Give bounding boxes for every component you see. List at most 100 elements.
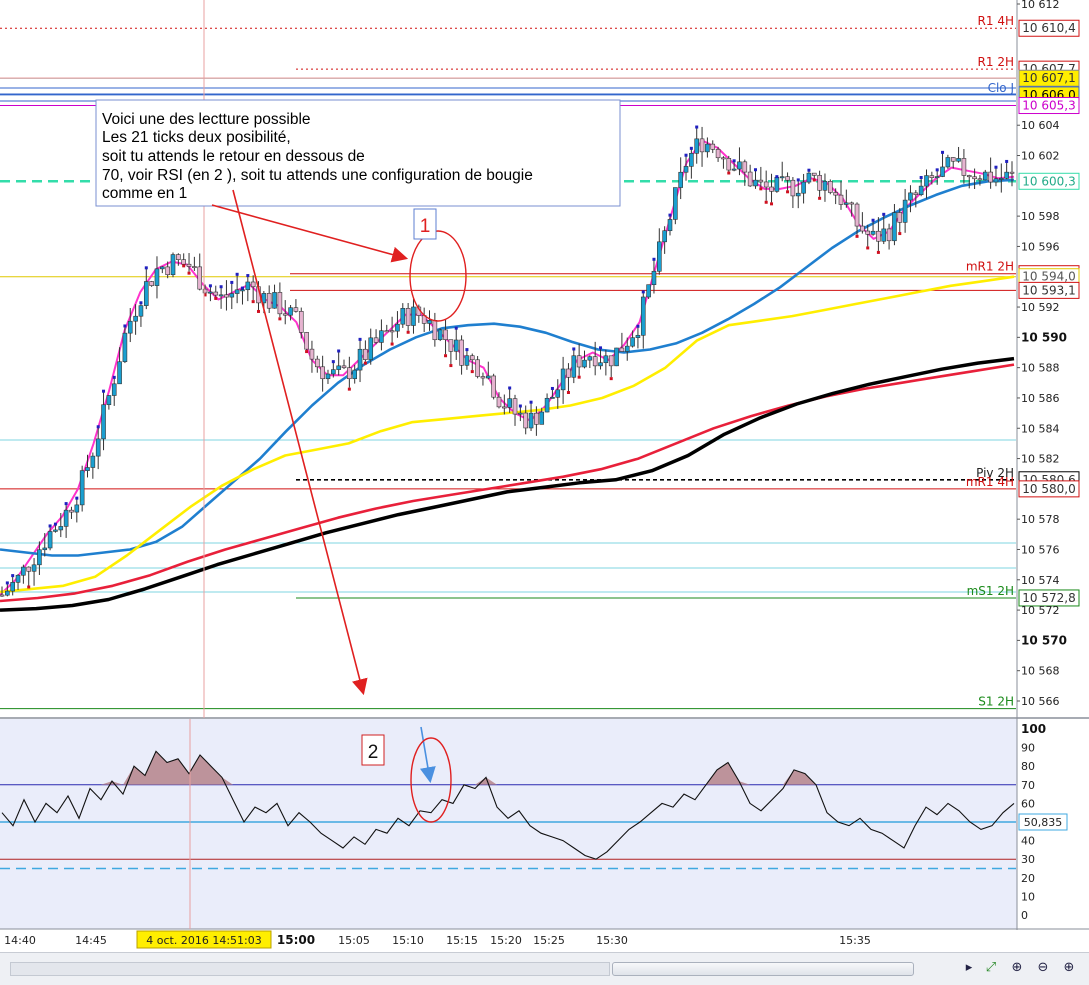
time-tick-label: 14:45	[75, 934, 107, 947]
candle-body	[336, 365, 341, 370]
candle-body	[111, 383, 117, 396]
tick-marker	[251, 300, 255, 304]
candle-body	[795, 192, 801, 197]
price-tick-label: 10 598	[1021, 210, 1060, 223]
candle-body	[1004, 171, 1009, 179]
bottom-toolbar: ▸ ⤢ ⊕ ⊖ ⊕	[0, 952, 1089, 985]
tick-marker	[75, 496, 79, 500]
price-tick-label: 10 588	[1021, 362, 1060, 375]
candle-body	[961, 158, 967, 176]
label-1: 1	[420, 216, 431, 237]
annotation-note[interactable]: Voici une des lectture possible Les 21 t…	[95, 99, 621, 207]
candle-body	[592, 356, 598, 367]
tick-marker	[695, 125, 699, 129]
candle-body	[384, 330, 390, 333]
price-badge	[1018, 19, 1080, 37]
candle-body	[560, 368, 566, 391]
candle-body	[491, 375, 496, 398]
candle-body	[582, 359, 587, 368]
rsi-tick-label: 100	[1021, 722, 1046, 736]
tick-marker	[871, 218, 875, 222]
price-tick-label: 10 576	[1021, 543, 1060, 556]
scroll-right-icon[interactable]: ▸	[965, 960, 973, 975]
candle-body	[459, 339, 464, 366]
scroll-track[interactable]	[10, 962, 610, 976]
candle-body	[314, 358, 320, 368]
candle-body	[870, 230, 876, 235]
auto-scroll-icon[interactable]: ⤢	[985, 960, 997, 975]
candle-body	[331, 369, 336, 375]
moving-average-line	[0, 178, 1015, 557]
candle-body	[721, 157, 726, 160]
price-tick-label: 10 604	[1021, 119, 1060, 132]
candle-body	[982, 171, 988, 181]
candle-body	[149, 281, 154, 286]
candle-body	[635, 334, 641, 338]
tick-marker	[139, 301, 143, 305]
tick-marker	[518, 404, 522, 408]
candle-body	[85, 467, 90, 471]
tick-marker	[566, 391, 570, 395]
price-tick-label: 10 574	[1021, 574, 1060, 587]
tick-marker	[786, 190, 790, 194]
tick-marker	[759, 187, 763, 191]
candle-body	[58, 526, 64, 531]
zoom-in-icon[interactable]: ⊕	[1063, 960, 1075, 975]
candle-body	[822, 181, 828, 191]
candle-body	[165, 266, 170, 276]
price-badge-label: 10 605,3	[1022, 99, 1075, 113]
time-tick-label: 15:35	[839, 934, 871, 947]
tick-marker	[876, 250, 880, 254]
zoom-out-icon[interactable]: ⊖	[1037, 960, 1049, 975]
tick-marker	[855, 234, 859, 238]
candle-body	[539, 411, 545, 425]
candle-body	[576, 355, 582, 368]
candle-body	[496, 396, 502, 408]
candle-body	[127, 320, 133, 334]
candle-body	[250, 281, 256, 288]
tick-marker	[609, 377, 613, 381]
candle-body	[678, 171, 683, 188]
tick-marker	[599, 346, 603, 350]
tick-marker	[684, 153, 688, 157]
tick-marker	[449, 364, 453, 368]
tick-marker	[246, 274, 250, 278]
candle-body	[266, 293, 272, 309]
tick-marker	[235, 272, 239, 276]
candle-body	[31, 564, 37, 572]
price-tick-label: 10 590	[1021, 330, 1067, 344]
tick-marker	[187, 271, 191, 275]
candle-body	[0, 594, 5, 597]
tick-marker	[470, 370, 474, 374]
tick-marker	[807, 168, 811, 172]
candle-body	[683, 166, 689, 173]
candle-body	[977, 178, 983, 181]
candle-body	[234, 289, 240, 294]
label-2: 2	[368, 742, 379, 763]
candle-body	[293, 307, 299, 312]
candle-body	[101, 404, 106, 440]
rsi-value-badge	[1018, 813, 1068, 831]
tick-marker	[732, 159, 736, 163]
tick-marker	[48, 524, 52, 528]
candle-body	[726, 158, 732, 171]
candle-body	[667, 219, 673, 232]
price-badge	[1018, 281, 1080, 299]
rsi-line	[1, 750, 1015, 860]
price-badge	[1018, 480, 1080, 498]
moving-average-line	[0, 139, 1015, 596]
candle-body	[10, 582, 15, 592]
tick-marker	[770, 202, 774, 206]
candle-body	[657, 241, 662, 272]
price-badge-label: 10 580,0	[1022, 482, 1075, 496]
moving-average-line	[0, 275, 1015, 594]
level-label: mR1 2H	[966, 260, 1014, 274]
zoom-fit-icon[interactable]: ⊕	[1011, 960, 1023, 975]
candle-body	[662, 230, 667, 243]
candle-body	[143, 281, 149, 306]
candle-body	[753, 179, 758, 187]
horizontal-scrollbar-thumb[interactable]	[612, 962, 914, 976]
price-badge-label: 10 600,3	[1022, 174, 1075, 188]
candle-body	[918, 185, 924, 195]
